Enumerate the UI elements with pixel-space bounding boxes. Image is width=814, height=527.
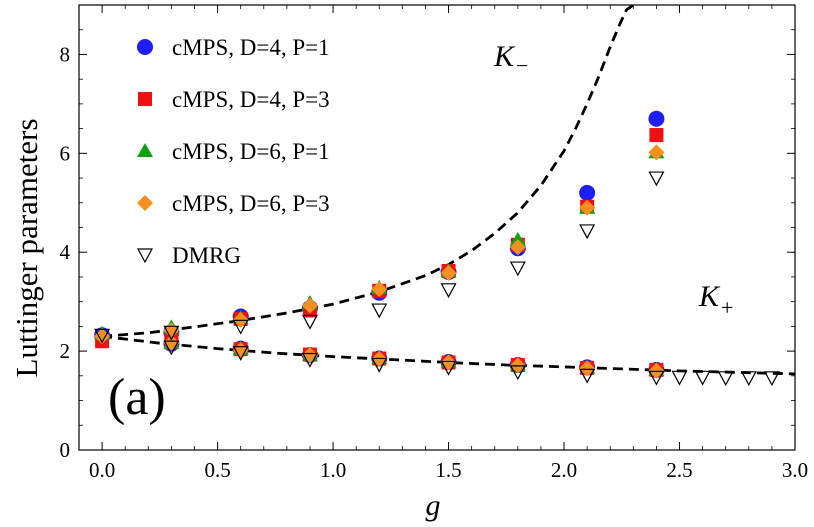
- point-dmrg-4: [371, 303, 388, 319]
- legend-marker-cmps-d-4-p-3: [138, 92, 152, 106]
- point-dmrg-5: [440, 283, 457, 299]
- x-tick-label-0: 0.0: [89, 458, 115, 482]
- point-dmrg-16: [648, 370, 665, 386]
- point-dmrg-15: [579, 368, 596, 384]
- point-dmrg-2: [232, 319, 249, 335]
- panel-label: (a): [108, 369, 166, 426]
- point-cmps-d-6-p-3-5: [440, 264, 457, 281]
- point-dmrg-7: [579, 224, 596, 240]
- point-dmrg-13: [440, 360, 457, 376]
- legend-marker-cmps-d-6-p-1: [137, 143, 153, 157]
- y-tick-label-2: 4: [60, 240, 71, 264]
- legend-marker-cmps-d-4-p-1: [137, 39, 153, 55]
- point-cmps-d-6-p-3-7: [579, 199, 596, 216]
- legend-label-cmps-d-6-p-1: cMPS, D=6, P=1: [172, 139, 330, 164]
- x-tick-label-1: 0.5: [204, 458, 230, 482]
- legend-label-cmps-d-6-p-3: cMPS, D=6, P=3: [172, 191, 330, 216]
- annotation-k-plus: K +: [698, 280, 733, 320]
- y-tick-label-0: 0: [60, 438, 71, 462]
- point-dmrg-12: [371, 357, 388, 373]
- point-cmps-d-6-p-3-8: [648, 144, 665, 161]
- point-dmrg-20: [740, 371, 757, 387]
- svg-text:K: K: [493, 40, 516, 73]
- y-tick-label-4: 8: [60, 42, 71, 66]
- point-cmps-d-6-p-3-15: [579, 360, 596, 377]
- point-dmrg-10: [232, 345, 249, 361]
- x-axis-title: g: [426, 489, 441, 522]
- point-dmrg-11: [301, 352, 318, 368]
- curves-layer: [101, 5, 795, 376]
- points-layer: [94, 110, 780, 387]
- point-cmps-d-6-p-3-3: [301, 297, 318, 314]
- point-cmps-d-6-p-3-0: [94, 328, 111, 345]
- x-tick-label-6: 3.0: [782, 458, 808, 482]
- legend-label-cmps-d-4-p-1: cMPS, D=4, P=1: [172, 35, 330, 60]
- ticks-layer: 0.0 0.5 1.0 1.5 2.0 2.5 3.0 0 2 4 6 8: [60, 5, 808, 482]
- point-cmps-d-4-p-1-8: [648, 110, 665, 127]
- point-cmps-d-6-p-3-4: [371, 281, 388, 298]
- plot-frame: [78, 4, 796, 451]
- point-dmrg-18: [694, 370, 711, 386]
- point-dmrg-0: [94, 328, 111, 344]
- x-tick-label-5: 2.5: [666, 458, 692, 482]
- y-tick-label-3: 6: [60, 141, 71, 165]
- annotation-k-minus: K −: [493, 40, 528, 78]
- legend-marker-dmrg: [136, 248, 154, 264]
- point-dmrg-9: [163, 340, 180, 356]
- legend-label-dmrg: DMRG: [172, 243, 241, 268]
- point-dmrg-6: [509, 261, 526, 277]
- point-dmrg-14: [509, 365, 526, 381]
- legend: cMPS, D=4, P=1 cMPS, D=4, P=3 cMPS, D=6, P…: [136, 35, 330, 268]
- legend-label-cmps-d-4-p-3: cMPS, D=4, P=3: [172, 87, 330, 112]
- x-tick-label-4: 2.0: [551, 458, 577, 482]
- svg-text:−: −: [516, 53, 528, 78]
- point-dmrg-1: [163, 325, 180, 341]
- y-axis-title: Luttinger parameters: [9, 118, 44, 377]
- point-dmrg-17: [671, 370, 688, 386]
- point-cmps-d-6-p-3-6: [509, 239, 526, 256]
- point-cmps-d-4-p-3-8: [649, 128, 664, 143]
- x-tick-label-2: 1.0: [320, 458, 346, 482]
- svg-text:+: +: [721, 295, 733, 320]
- point-dmrg-19: [717, 371, 734, 387]
- point-dmrg-8: [648, 171, 665, 187]
- y-tick-label-1: 2: [60, 339, 71, 363]
- legend-marker-cmps-d-6-p-3: [137, 195, 153, 211]
- point-dmrg-21: [763, 371, 780, 387]
- point-cmps-d-4-p-1-7: [579, 184, 596, 201]
- svg-text:K: K: [698, 280, 721, 313]
- x-tick-label-3: 1.5: [435, 458, 461, 482]
- point-dmrg-3: [301, 314, 318, 330]
- point-cmps-d-6-p-1-6: [509, 231, 526, 246]
